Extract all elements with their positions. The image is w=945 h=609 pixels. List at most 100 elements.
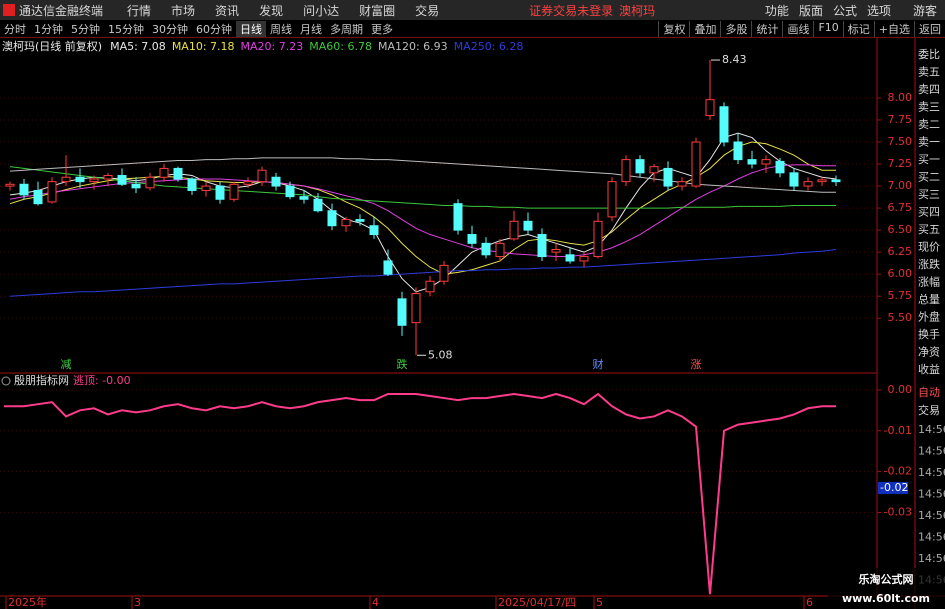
tool-button[interactable]: 统计: [751, 20, 782, 37]
candle-body: [649, 166, 659, 174]
user[interactable]: 游客: [912, 3, 937, 18]
candle-body: [229, 183, 239, 200]
candle-body: [747, 159, 757, 165]
legend-entry: MA250: 6.28: [454, 40, 524, 53]
period-tab[interactable]: 1分钟: [34, 22, 63, 36]
legend-entry: 逃顶: -0.00: [73, 374, 131, 387]
menu-item[interactable]: 发现: [259, 3, 284, 18]
candle-body: [243, 181, 253, 185]
watermark-bg: [828, 568, 945, 609]
x-tick-label: 5: [596, 596, 603, 609]
period-tab[interactable]: 月线: [300, 22, 322, 36]
period-tab[interactable]: 15分钟: [108, 22, 144, 36]
quote-label: 卖二: [918, 118, 940, 131]
period-tab[interactable]: 周线: [270, 22, 292, 36]
ma-line: [9, 249, 837, 297]
period-tab[interactable]: 分时: [4, 22, 26, 36]
candle-body: [397, 298, 407, 326]
legend-entry: MA120: 6.93: [378, 40, 448, 53]
period-tab[interactable]: 多周期: [330, 22, 363, 36]
candle-body: [285, 185, 295, 198]
candle-body: [453, 203, 463, 231]
candle-body: [5, 183, 15, 187]
toolbar: 分时 1分钟 5分钟 15分钟 30分钟 60分钟 日线 周线 月线 多周期 更多 复权 叠加 多股 统计…: [0, 20, 945, 38]
period-tab[interactable]: 更多: [371, 22, 393, 36]
quote-label: 卖五: [918, 66, 940, 79]
menu-bar: 通达信金融终端 行情 市场 资讯 发现 问小达 财富圈 交易 证券交易未登录 澳柯玛 功能版…: [0, 0, 945, 20]
watermark-name: 乐淘公式网: [859, 572, 914, 586]
time-label: 14:56: [918, 466, 945, 479]
time-label: 14:56: [918, 531, 945, 544]
quote-label: 买三: [918, 188, 940, 201]
menu-item[interactable]: 市场: [171, 3, 196, 18]
menu-item[interactable]: 公式: [832, 3, 857, 18]
legend-entry: MA10: 7.18: [172, 40, 235, 53]
menu-item[interactable]: 问小达: [303, 3, 340, 18]
tool-button[interactable]: 画线: [782, 20, 813, 37]
candle-body: [621, 159, 631, 183]
candle-body: [509, 220, 519, 240]
menu-item[interactable]: 功能: [764, 3, 789, 18]
y-tick-label: 7.25: [888, 157, 913, 170]
candle-body: [257, 169, 267, 183]
y-tick-label: 6.50: [888, 223, 913, 236]
period-tab[interactable]: 日线: [236, 20, 266, 37]
candle-body: [761, 159, 771, 165]
quote-label: 卖四: [918, 83, 940, 96]
time-label: 14:56: [918, 488, 945, 501]
candle-body: [593, 220, 603, 258]
time-label: 14:56: [918, 445, 945, 458]
period-tab[interactable]: 5分钟: [71, 22, 100, 36]
candle-body: [89, 178, 99, 183]
legend-entry: MA5: 7.08: [110, 40, 166, 53]
menu-item[interactable]: 财富圈: [359, 3, 396, 18]
tool-button[interactable]: 返回: [914, 20, 945, 37]
candle-body: [131, 183, 141, 189]
candle-body: [551, 249, 561, 253]
quote-label: 总量: [918, 292, 940, 306]
candle-body: [173, 167, 183, 180]
menu-item[interactable]: 选项: [866, 3, 891, 18]
candle-body: [103, 174, 113, 180]
tool-button[interactable]: 标记: [842, 20, 874, 37]
notice: 证券交易未登录: [529, 3, 614, 18]
tool-button[interactable]: F10: [813, 20, 842, 37]
candle-body: [803, 181, 813, 187]
tool-button[interactable]: 复权: [658, 20, 689, 37]
tool-button[interactable]: +自选: [873, 20, 914, 37]
period-tab[interactable]: 60分钟: [196, 22, 232, 36]
x-tick-label: 2025年: [8, 595, 47, 609]
candle-body: [467, 234, 477, 244]
menu-item[interactable]: 资讯: [215, 3, 240, 18]
event-label: 减: [61, 358, 72, 371]
trade-label: 交易: [918, 403, 940, 417]
quote-label: 净资: [918, 345, 940, 359]
periods: 分时 1分钟 5分钟 15分钟 30分钟 60分钟 日线 周线 月线 多周期 更多: [0, 20, 397, 37]
candle-body: [775, 160, 785, 174]
period-tab[interactable]: 30分钟: [152, 22, 188, 36]
candle-body: [271, 176, 281, 187]
menu-item[interactable]: 交易: [415, 3, 440, 18]
candle-body: [159, 167, 169, 178]
menu-item[interactable]: 版面: [798, 3, 823, 18]
indicator-icon: [1, 376, 11, 386]
menu-item[interactable]: 行情: [127, 3, 152, 18]
candle-body: [677, 181, 687, 187]
y-tick-label: -0.02: [884, 465, 912, 478]
y-tick-label: 6.25: [888, 245, 913, 258]
quote-label: 卖三: [918, 101, 940, 114]
x-tick-label: 2025/04/17/四: [498, 596, 576, 609]
quote-label: 外盘: [918, 310, 940, 324]
candle-body: [789, 172, 799, 187]
quote-label: 委比: [918, 48, 940, 61]
trade-label: 自动: [918, 386, 940, 399]
quote-label: 现价: [918, 241, 940, 254]
quote-label: 换手: [918, 327, 940, 341]
tool-button[interactable]: 叠加: [689, 20, 720, 37]
tool-button[interactable]: 多股: [720, 20, 751, 37]
time-label: 14:56: [918, 509, 945, 522]
candle-body: [117, 174, 127, 185]
current-value-box: [878, 481, 908, 494]
current-value-label: -0.02: [880, 481, 908, 494]
